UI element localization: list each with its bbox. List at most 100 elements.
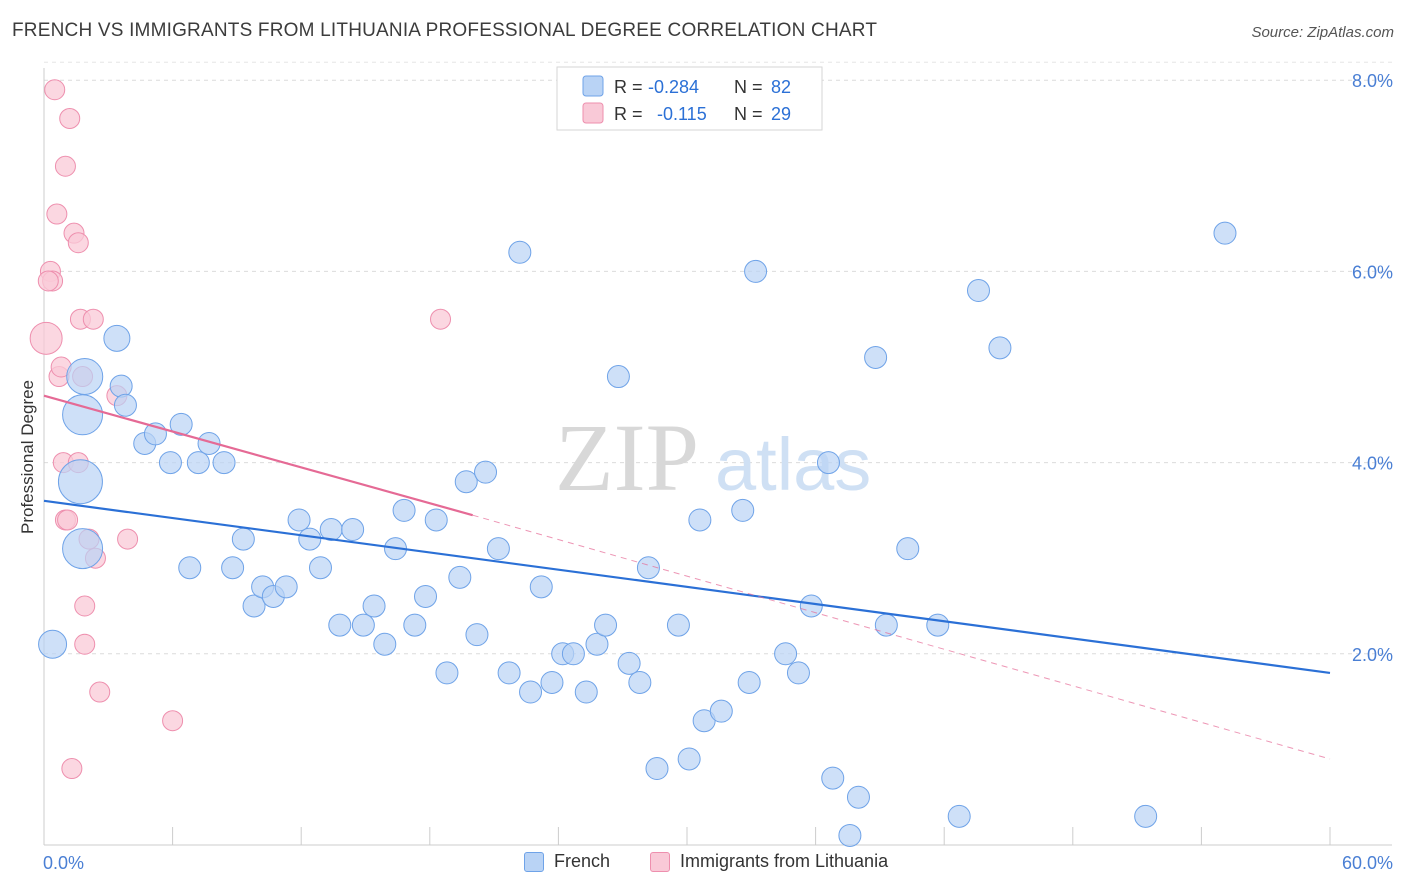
- french-point: [109, 374, 133, 398]
- french-point: [308, 556, 332, 580]
- french-point: [62, 528, 104, 570]
- lithuania-point: [162, 710, 184, 732]
- french-point: [57, 459, 103, 505]
- y-tick-label: 6.0%: [1352, 262, 1393, 282]
- french-point: [298, 527, 322, 551]
- lithuania-r-value: -0.115: [657, 104, 707, 124]
- french-point: [465, 623, 489, 647]
- french-point: [677, 747, 701, 771]
- watermark: ZIP atlas: [555, 404, 871, 511]
- lithuania-point: [430, 308, 452, 330]
- french-point: [1134, 804, 1158, 828]
- lithuania-point: [74, 595, 96, 617]
- french-r-label: R =: [614, 77, 643, 97]
- french-point: [169, 412, 193, 436]
- french-point: [816, 451, 840, 475]
- french-point: [846, 785, 870, 809]
- french-legend-swatch: [582, 75, 604, 97]
- french-point: [838, 823, 862, 847]
- legend-label-french: French: [554, 851, 611, 871]
- french-point: [113, 393, 137, 417]
- french-point: [636, 556, 660, 580]
- french-point: [966, 279, 990, 303]
- french-point: [186, 451, 210, 475]
- french-point: [585, 632, 609, 656]
- french-point: [414, 584, 438, 608]
- french-point: [448, 565, 472, 589]
- french-point: [508, 240, 532, 264]
- french-points: [38, 221, 1237, 847]
- french-point: [628, 670, 652, 694]
- lithuania-point: [74, 633, 96, 655]
- lithuania-n-value: 29: [771, 104, 791, 124]
- french-point: [103, 324, 131, 352]
- lithuania-point: [44, 79, 66, 101]
- french-r-value: -0.284: [648, 77, 699, 97]
- french-point: [731, 498, 755, 522]
- french-point: [896, 537, 920, 561]
- x-tick-label: 60.0%: [1342, 853, 1393, 873]
- french-trend-line: [43, 499, 1331, 675]
- french-point: [561, 642, 585, 666]
- french-point: [617, 651, 641, 675]
- lithuania-r-label: R =: [614, 104, 643, 124]
- french-point: [1213, 221, 1237, 245]
- french-point: [594, 613, 618, 637]
- legend-item-lithuania: Immigrants from Lithuania: [650, 851, 888, 872]
- french-point: [786, 661, 810, 685]
- lithuania-point: [29, 321, 63, 355]
- stats-legend: R = -0.284 N = 82 R = -0.115 N = 29: [556, 66, 823, 131]
- french-point: [645, 757, 669, 781]
- french-point: [688, 508, 712, 532]
- french-point: [497, 661, 521, 685]
- french-point: [574, 680, 598, 704]
- french-point: [737, 670, 761, 694]
- french-point: [774, 642, 798, 666]
- chart-title: FRENCH VS IMMIGRANTS FROM LITHUANIA PROF…: [12, 20, 878, 41]
- lithuania-trend-line: [43, 394, 473, 517]
- french-point: [486, 537, 510, 561]
- x-tick-labels: 0.0% 60.0%: [43, 853, 1393, 873]
- french-point: [242, 594, 266, 618]
- lithuania-point: [46, 203, 68, 225]
- french-point: [744, 259, 768, 283]
- french-point: [666, 613, 690, 637]
- y-tick-labels: 2.0% 4.0% 6.0% 8.0%: [1352, 71, 1393, 665]
- french-point: [709, 699, 733, 723]
- french-point: [988, 336, 1012, 360]
- french-point: [926, 613, 950, 637]
- french-point: [474, 460, 498, 484]
- french-point: [864, 345, 888, 369]
- french-point: [362, 594, 386, 618]
- lithuania-point: [82, 308, 104, 330]
- lithuania-point: [67, 232, 89, 254]
- legend-label-lithuania: Immigrants from Lithuania: [680, 851, 889, 871]
- watermark-atlas: atlas: [715, 423, 871, 506]
- french-point: [519, 680, 543, 704]
- french-point: [454, 470, 478, 494]
- french-point: [221, 556, 245, 580]
- series-legend: French Immigrants from Lithuania: [0, 851, 1406, 879]
- french-point: [606, 365, 630, 389]
- trend-lines: [43, 394, 1331, 760]
- lithuania-point: [54, 155, 76, 177]
- lithuania-point: [89, 681, 111, 703]
- french-point: [212, 451, 236, 475]
- legend-item-french: French: [524, 851, 610, 872]
- french-point: [274, 575, 298, 599]
- french-swatch: [524, 851, 544, 872]
- french-point: [373, 632, 397, 656]
- french-point: [435, 661, 459, 685]
- lithuania-point: [37, 270, 59, 292]
- source-label: Source: ZipAtlas.com: [1251, 24, 1394, 41]
- french-point: [197, 431, 221, 455]
- french-point: [540, 670, 564, 694]
- y-axis-label: Professional Degree: [18, 380, 37, 534]
- axes: [43, 68, 1392, 846]
- french-n-value: 82: [771, 77, 791, 97]
- y-tick-label: 4.0%: [1352, 454, 1393, 474]
- french-point: [947, 804, 971, 828]
- french-point: [158, 451, 182, 475]
- french-point: [62, 394, 104, 436]
- french-point: [287, 508, 311, 532]
